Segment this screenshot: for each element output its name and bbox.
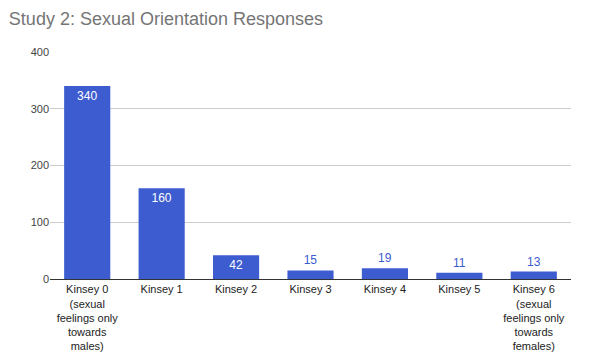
- svg-text:0: 0: [43, 273, 49, 285]
- svg-text:Kinsey 1: Kinsey 1: [141, 283, 183, 295]
- svg-text:200: 200: [31, 159, 49, 171]
- svg-text:19: 19: [378, 251, 392, 265]
- svg-text:400: 400: [31, 46, 49, 58]
- svg-text:13: 13: [527, 255, 541, 269]
- svg-text:340: 340: [77, 89, 97, 103]
- svg-text:Kinsey 0(sexualfeelings onlyto: Kinsey 0(sexualfeelings onlytowardsmales…: [57, 283, 119, 352]
- svg-text:160: 160: [151, 191, 171, 205]
- svg-text:11: 11: [453, 256, 466, 270]
- svg-text:15: 15: [304, 253, 318, 267]
- svg-text:300: 300: [31, 103, 49, 115]
- svg-text:42: 42: [229, 258, 243, 272]
- svg-text:100: 100: [31, 216, 49, 228]
- svg-text:Study 2: Sexual Orientation Re: Study 2: Sexual Orientation Responses: [9, 9, 323, 29]
- svg-text:Kinsey 4: Kinsey 4: [364, 283, 406, 295]
- svg-text:Kinsey 6(sexualfeelings onlyto: Kinsey 6(sexualfeelings onlytowardsfemal…: [503, 283, 565, 352]
- svg-text:Kinsey 2: Kinsey 2: [215, 283, 257, 295]
- svg-text:Kinsey 3: Kinsey 3: [289, 283, 331, 295]
- svg-text:Kinsey 5: Kinsey 5: [438, 283, 480, 295]
